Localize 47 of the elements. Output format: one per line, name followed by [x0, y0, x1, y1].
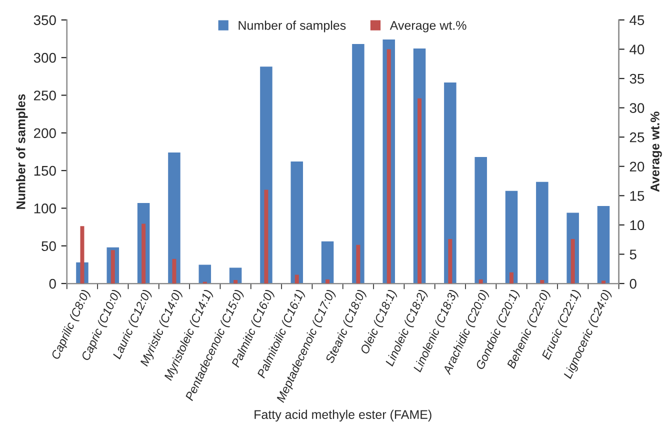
y-tick-label: 250	[34, 90, 56, 100]
y-tick-label: 100	[34, 204, 56, 214]
y-tick-label: 50	[42, 241, 56, 252]
bar	[474, 157, 487, 284]
y2-axis-title: Average wt.%	[650, 112, 662, 192]
bar	[540, 280, 544, 284]
bar	[505, 190, 518, 284]
y2-tick-label: 20	[630, 162, 644, 172]
bar	[478, 279, 483, 284]
bar	[326, 279, 330, 284]
y-tick-label: 200	[34, 128, 56, 138]
bar	[352, 44, 364, 284]
bar	[290, 162, 303, 284]
bar	[294, 274, 299, 284]
bar	[229, 268, 242, 284]
y-tick-label: 0	[49, 278, 56, 289]
bar	[444, 82, 456, 284]
bar	[356, 244, 360, 284]
y2-tick-label: 45	[630, 15, 644, 26]
bar	[321, 241, 334, 284]
y2-tick-label: 30	[630, 103, 644, 113]
y2-tick-label: 0	[630, 278, 636, 289]
bar	[172, 258, 176, 284]
y2-tick-label: 40	[630, 44, 644, 54]
bar	[142, 224, 146, 284]
y2-tick-label: 25	[630, 132, 644, 142]
bar	[602, 280, 606, 284]
bar	[234, 280, 238, 284]
legend-label: Average wt.%	[390, 21, 466, 32]
y2-tick-label: 35	[630, 74, 644, 84]
y2-tick-label: 10	[630, 220, 644, 230]
bar	[536, 182, 548, 284]
y2-tick-label: 15	[630, 191, 644, 201]
bar	[570, 239, 575, 284]
bar	[597, 206, 610, 284]
x-axis-title: Fatty acid methyle ester (FAME)	[254, 410, 432, 422]
bar	[264, 190, 268, 284]
y-tick-label: 300	[34, 52, 56, 63]
y-axis-title: Number of samples	[16, 94, 28, 209]
y2-tick-label: 5	[630, 250, 636, 260]
bar	[198, 264, 212, 284]
bar	[510, 272, 514, 284]
y-tick-label: 350	[34, 15, 56, 26]
bar	[168, 152, 180, 284]
bar	[448, 239, 452, 284]
y-tick-label: 150	[34, 166, 56, 176]
legend-label: Number of samples	[238, 20, 346, 32]
